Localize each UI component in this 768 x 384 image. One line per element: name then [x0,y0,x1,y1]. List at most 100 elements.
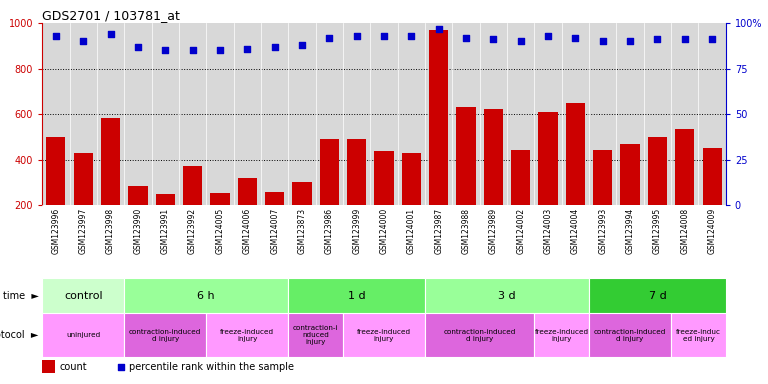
Bar [238,178,257,251]
Bar [425,278,589,313]
Point [378,33,390,39]
Bar [183,166,202,251]
Text: GSM123991: GSM123991 [161,208,170,254]
Text: GSM124009: GSM124009 [707,208,717,254]
Text: GSM123989: GSM123989 [489,208,498,254]
Text: GSM123873: GSM123873 [297,208,306,254]
Bar [288,313,343,357]
Bar [156,194,175,251]
Point [432,25,445,31]
Text: GSM123987: GSM123987 [434,208,443,254]
Point [679,36,691,43]
Bar [538,112,558,251]
Text: contraction-induced
d injury: contraction-induced d injury [594,329,667,341]
Text: GSM124003: GSM124003 [544,208,552,254]
Text: 6 h: 6 h [197,291,215,301]
Bar [589,278,726,313]
Text: contraction-i
nduced
injury: contraction-i nduced injury [293,325,339,345]
Bar [210,193,230,251]
Text: freeze-induc
ed injury: freeze-induc ed injury [676,329,721,341]
Text: 3 d: 3 d [498,291,516,301]
Bar [319,139,339,251]
Point [114,364,127,370]
Bar [456,108,475,251]
Text: time  ►: time ► [2,291,38,301]
Bar [128,186,147,251]
Point [50,33,62,39]
Text: GSM123995: GSM123995 [653,208,662,254]
Point [214,47,226,53]
Text: GSM124002: GSM124002 [516,208,525,254]
Text: GSM123999: GSM123999 [353,208,361,254]
Bar [703,149,722,251]
Point [569,35,581,41]
Bar [74,153,93,251]
Text: GSM123997: GSM123997 [79,208,88,254]
Point [159,47,171,53]
Point [296,42,308,48]
Point [542,33,554,39]
Point [241,46,253,52]
Point [597,38,609,44]
Bar [593,150,612,251]
Text: freeze-induced
injury: freeze-induced injury [220,329,274,341]
Bar [484,109,503,251]
Bar [265,192,284,251]
Bar [566,103,585,251]
Point [104,31,117,37]
Bar [46,137,65,251]
Bar [42,278,124,313]
Point [77,38,89,44]
Bar [511,150,530,251]
Point [187,47,199,53]
Bar [535,313,589,357]
Bar [101,118,120,251]
Text: GSM124004: GSM124004 [571,208,580,254]
Bar [402,153,421,251]
Point [487,36,499,43]
Point [269,44,281,50]
Text: GSM123988: GSM123988 [462,208,471,253]
Bar [425,313,535,357]
Text: GSM123986: GSM123986 [325,208,334,254]
Bar [375,151,393,251]
Text: GSM123990: GSM123990 [134,208,142,254]
Text: GSM124008: GSM124008 [680,208,689,254]
Text: 1 d: 1 d [348,291,366,301]
Point [350,33,362,39]
Text: control: control [64,291,103,301]
Text: GSM124001: GSM124001 [407,208,415,254]
Bar [589,313,671,357]
Point [515,38,527,44]
Text: contraction-induced
d injury: contraction-induced d injury [443,329,516,341]
Point [706,36,718,43]
Point [406,33,418,39]
Point [460,35,472,41]
Bar [124,278,288,313]
Text: GSM123998: GSM123998 [106,208,115,254]
Text: GSM123994: GSM123994 [626,208,634,254]
Bar [207,313,288,357]
Point [624,38,636,44]
Bar [42,360,55,373]
Text: GSM124006: GSM124006 [243,208,252,254]
Point [132,44,144,50]
Bar [675,129,694,251]
Point [651,36,664,43]
Text: GSM123993: GSM123993 [598,208,607,254]
Text: 7 d: 7 d [648,291,667,301]
Point [323,35,336,41]
Text: GSM124007: GSM124007 [270,208,279,254]
Bar [42,313,124,357]
Text: count: count [59,362,87,372]
Bar [343,313,425,357]
Text: uninjured: uninjured [66,332,101,338]
Bar [429,30,449,251]
Bar [347,139,366,251]
Text: GSM123992: GSM123992 [188,208,197,254]
Text: protocol  ►: protocol ► [0,330,38,340]
Text: contraction-induced
d injury: contraction-induced d injury [129,329,201,341]
Text: GDS2701 / 103781_at: GDS2701 / 103781_at [42,9,180,22]
Text: GSM124000: GSM124000 [379,208,389,254]
Text: freeze-induced
injury: freeze-induced injury [357,329,411,341]
